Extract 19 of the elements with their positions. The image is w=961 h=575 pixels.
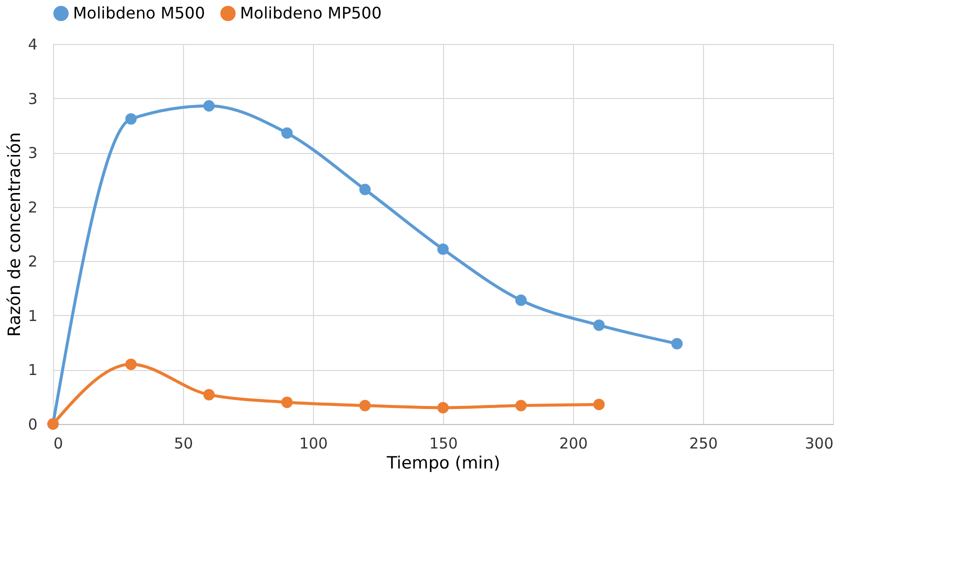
x-tick-label: 250 xyxy=(689,434,718,452)
y-tick-label: 2 xyxy=(28,252,38,271)
x-tick-label: 200 xyxy=(559,434,588,452)
x-tick-label: 300 xyxy=(804,434,834,452)
y-tick-label: 1 xyxy=(28,306,38,325)
y-tick-label: 4 xyxy=(28,36,38,54)
y-tick-label: 3 xyxy=(28,90,38,108)
x-tick-label: 150 xyxy=(429,434,458,452)
y-axis-title: Razón de concentración xyxy=(4,132,25,337)
legend-label: Molibdeno MP500 xyxy=(240,3,382,22)
y-tick-label: 3 xyxy=(28,144,38,162)
x-tick-label: 100 xyxy=(299,434,328,452)
y-tick-label: 0 xyxy=(28,416,38,434)
y-tick-label: 2 xyxy=(28,198,38,216)
legend-label: Molibdeno M500 xyxy=(73,3,205,22)
x-axis-title: Tiempo (min) xyxy=(386,454,500,474)
y-tick-label: 1 xyxy=(28,361,38,380)
x-tick-label: 0 xyxy=(54,434,64,452)
x-tick-label: 50 xyxy=(174,434,194,452)
